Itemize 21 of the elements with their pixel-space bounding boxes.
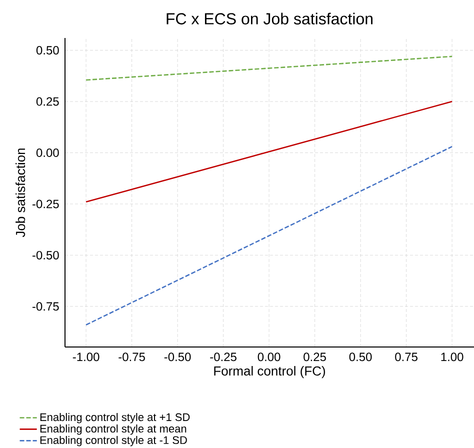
x-tick-label: -0.50 [164,352,191,362]
x-tick-label: -0.25 [210,352,236,362]
y-axis-title: Job satisfaction [16,148,26,238]
x-tick-label: 0.00 [258,352,280,362]
x-tick-label: 0.75 [395,352,418,362]
x-axis-title: Formal control (FC) [214,366,326,378]
x-tick-label: 0.25 [304,352,326,362]
x-tick-label: -1.00 [72,352,100,362]
y-tick-label: 0.00 [36,148,59,157]
y-tick-label: -0.75 [32,302,59,311]
legend-label: Enabling control style at +1 SD [40,413,190,424]
y-tick-label: 0.25 [36,97,59,106]
legend-label: Enabling control style at mean [40,424,186,435]
y-tick-label: 0.50 [36,46,59,55]
legend-label: Enabling control style at -1 SD [40,436,187,446]
x-tick-label: 0.50 [349,352,372,362]
x-tick-label: -0.75 [118,352,145,362]
y-tick-label: -0.50 [32,250,59,260]
x-tick-label: 1.00 [441,352,464,362]
y-tick-label: -0.25 [32,200,59,208]
chart-title: FC x ECS on Job satisfaction [166,12,372,24]
